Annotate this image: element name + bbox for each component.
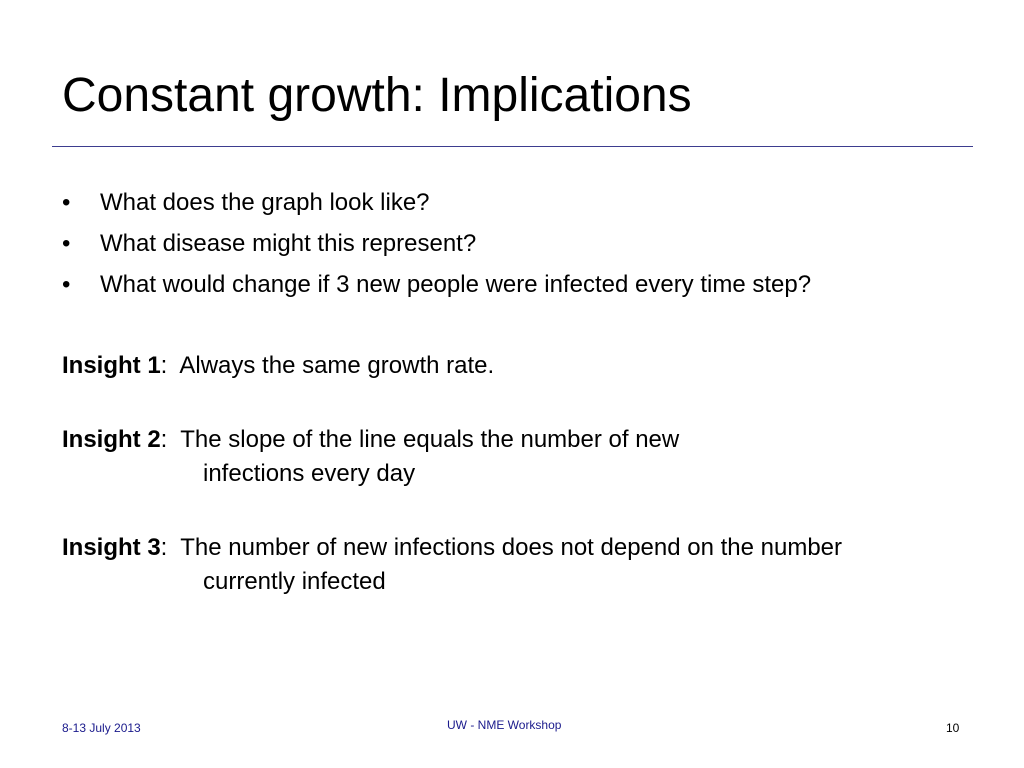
insight-text: The slope of the line equals the number …	[180, 426, 680, 453]
insight-text-continued: infections every day	[203, 460, 416, 487]
insight-label: Insight 3	[62, 534, 161, 561]
insight-3: Insight 3: The number of new infections …	[62, 531, 842, 599]
insight-separator: :	[160, 426, 168, 453]
slide-title: Constant growth: Implications	[62, 69, 692, 122]
insight-separator: :	[160, 352, 168, 379]
slide-number: 10	[946, 721, 960, 735]
footer-event-name: UW - NME Workshop	[447, 718, 562, 732]
insight-text: The number of new infections does not de…	[180, 534, 843, 561]
title-divider	[52, 146, 973, 147]
insight-text-continued: currently infected	[203, 568, 386, 595]
insight-separator: :	[160, 534, 168, 561]
insight-label: Insight 2	[62, 426, 161, 453]
bullet-item: • What disease might this represent?	[62, 226, 811, 267]
bullet-item: • What would change if 3 new people were…	[62, 267, 811, 308]
bullet-marker: •	[62, 230, 71, 257]
bullet-marker: •	[62, 189, 71, 216]
bullet-marker: •	[62, 271, 71, 298]
insight-1: Insight 1: Always the same growth rate.	[62, 349, 494, 383]
bullet-text: What disease might this represent?	[100, 230, 477, 257]
bullet-list: • What does the graph look like? • What …	[62, 185, 811, 308]
insight-label: Insight 1	[62, 352, 161, 379]
insight-text: Always the same growth rate.	[179, 352, 495, 379]
bullet-text: What would change if 3 new people were i…	[100, 271, 812, 298]
bullet-text: What does the graph look like?	[100, 189, 430, 216]
footer-date: 8-13 July 2013	[62, 721, 141, 735]
insight-2: Insight 2: The slope of the line equals …	[62, 423, 679, 491]
bullet-item: • What does the graph look like?	[62, 185, 811, 226]
